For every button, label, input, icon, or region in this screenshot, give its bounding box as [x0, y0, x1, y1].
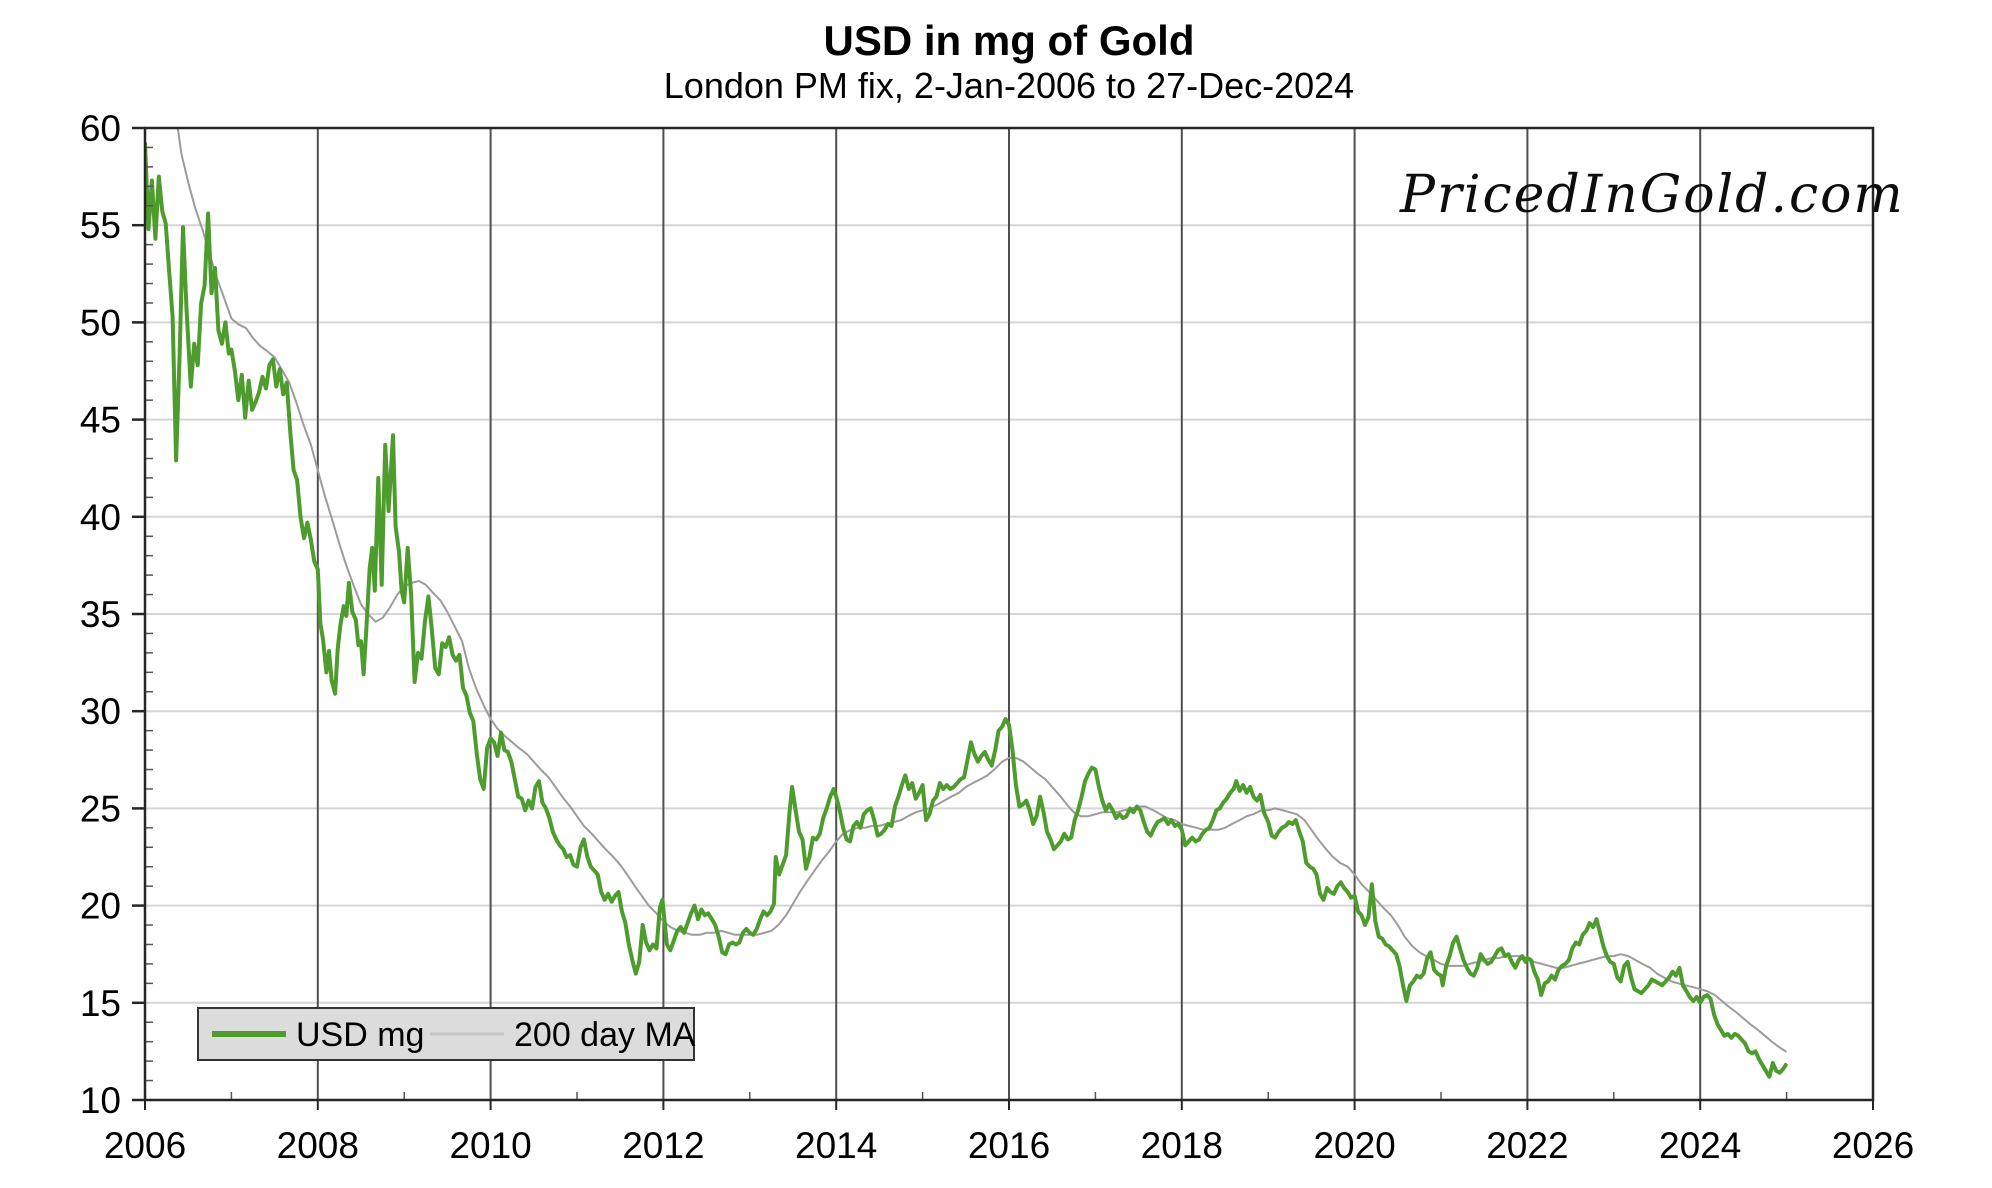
y-tick-label: 15	[80, 983, 121, 1024]
x-tick-label: 2018	[1141, 1125, 1223, 1166]
x-tick-label: 2012	[622, 1125, 704, 1166]
x-tick-label: 2020	[1313, 1125, 1395, 1166]
y-tick-label: 25	[80, 788, 121, 829]
y-tick-label: 35	[80, 594, 121, 635]
watermark: PricedInGold.com	[1399, 165, 1905, 225]
x-tick-label: 2006	[104, 1125, 186, 1166]
axis-label-layer: 10 15 20 25 30 35 40 45 50 55 60 2006 2008 2010 2012 20…	[80, 108, 1914, 1166]
series-line-200-day-ma	[176, 127, 1787, 1053]
grid-layer	[145, 128, 1873, 1100]
chart-title: USD in mg of Gold	[824, 17, 1195, 64]
y-tick-label: 10	[80, 1080, 121, 1121]
tick-layer	[132, 126, 1874, 1110]
y-tick-label: 30	[80, 691, 121, 732]
x-tick-label: 2024	[1659, 1125, 1741, 1166]
legend-label-usd-mg: USD mg	[296, 1016, 424, 1054]
y-tick-label: 45	[80, 400, 121, 441]
y-tick-label: 60	[80, 108, 121, 149]
legend: USD mg 200 day MA	[197, 1007, 696, 1061]
x-tick-label: 2022	[1486, 1125, 1568, 1166]
y-tick-label: 20	[80, 886, 121, 927]
plot-border	[143, 126, 1875, 1102]
x-tick-label: 2026	[1832, 1125, 1914, 1166]
y-tick-label: 55	[80, 205, 121, 246]
x-tick-label: 2010	[449, 1125, 531, 1166]
chart-subtitle: London PM fix, 2-Jan-2006 to 27-Dec-2024	[664, 65, 1354, 106]
y-tick-label: 40	[80, 497, 121, 538]
x-tick-label: 2014	[795, 1125, 877, 1166]
legend-label-200day-ma: 200 day MA	[514, 1016, 696, 1054]
series-layer	[145, 127, 1788, 1079]
x-tick-label: 2008	[277, 1125, 359, 1166]
series-line-usd-mg	[145, 141, 1788, 1079]
y-tick-label: 50	[80, 302, 121, 343]
x-tick-label: 2016	[968, 1125, 1050, 1166]
